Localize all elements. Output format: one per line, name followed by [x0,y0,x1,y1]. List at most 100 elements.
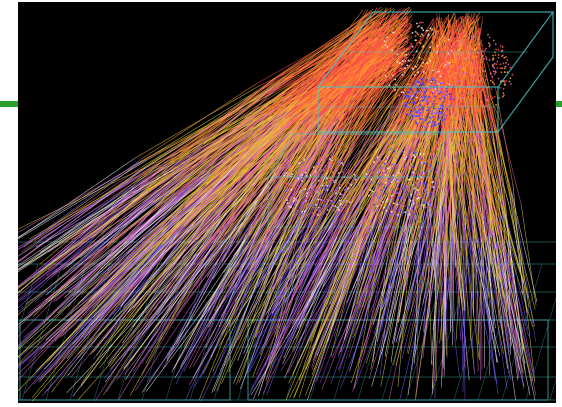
hit-point [408,156,410,159]
hit-point [407,83,409,86]
track-segment [476,54,494,140]
hit-point [414,84,416,87]
hit-point [393,31,396,34]
hit-point [439,112,441,114]
hit-point [419,156,421,159]
track-segment [176,209,250,345]
hit-point [493,73,496,75]
hit-point [407,196,410,198]
hit-point [385,65,388,67]
hit-point [449,72,452,75]
hit-point [397,187,400,190]
hit-point [399,196,402,199]
track-segment [29,243,162,381]
hit-point [437,117,440,120]
green-rule-right [555,101,562,107]
hit-point [468,97,471,99]
hit-point [500,71,503,74]
track-segment [283,20,385,81]
hit-point [290,188,293,191]
hit-point [467,73,470,76]
hit-point [385,181,387,184]
track-segment [442,228,454,339]
hit-point [396,167,399,170]
hit-point [470,48,472,51]
track-segment [407,213,427,311]
hit-point [385,62,388,65]
hit-point [376,205,378,208]
hit-point [387,167,389,170]
hit-point [371,181,374,184]
track-segment [199,247,264,379]
track-segment [281,37,377,135]
hit-point [339,183,341,186]
track-segment [199,253,258,400]
track-segment [223,110,299,226]
hit-point [424,190,426,193]
track-segment [80,239,192,387]
hit-point [285,172,288,175]
hit-point [509,66,512,69]
track-segment [33,213,149,333]
hit-point [308,178,311,181]
track-segment [209,93,314,174]
hit-point [348,172,350,175]
track-segment [405,63,459,130]
hit-point [445,87,448,90]
hit-point [422,111,425,114]
hit-point [353,178,356,181]
hit-point [433,95,436,98]
hit-point [454,79,456,81]
hit-point [424,95,427,98]
hit-point [409,113,412,116]
track-segment [352,128,417,224]
track-segment [519,249,536,383]
track-segment [437,43,445,107]
hit-point [419,84,421,86]
hit-point [429,202,431,205]
hit-point [409,200,412,202]
hit-point [333,174,335,177]
track-segment [72,201,183,297]
hit-point [407,59,410,62]
hit-point [328,185,331,188]
hit-point [426,78,429,81]
track-segment [354,254,380,389]
track-segment [358,117,421,225]
hit-point [367,184,369,187]
track-segment [487,139,502,235]
hit-point [372,163,375,165]
track-segment [117,251,210,401]
hit-point [339,191,341,194]
hit-point [419,100,421,103]
track-segment [262,262,326,394]
track-segment [141,233,226,376]
hit-point [474,87,477,90]
hit-point [393,193,396,196]
track-segment [158,229,241,341]
hit-point [383,187,386,190]
track-segment [474,119,478,208]
hit-point [307,178,310,181]
hit-point [455,96,458,98]
hit-point [308,158,310,160]
hit-point [410,80,413,82]
hit-point [421,96,424,99]
track-segment [189,118,285,205]
track-segment [37,151,170,243]
hit-point [370,178,373,181]
track-segment [409,136,430,251]
hit-point [390,181,393,183]
hit-point [407,178,410,181]
hit-point [412,92,415,94]
hit-point [413,213,416,216]
hit-point [446,89,449,91]
hit-point [354,180,357,182]
track-segment [300,181,345,269]
hit-point [439,75,442,78]
hit-point [416,197,419,200]
hit-point [441,68,443,71]
hit-point [392,178,395,181]
hit-point [439,107,442,110]
track-segment [431,236,440,365]
